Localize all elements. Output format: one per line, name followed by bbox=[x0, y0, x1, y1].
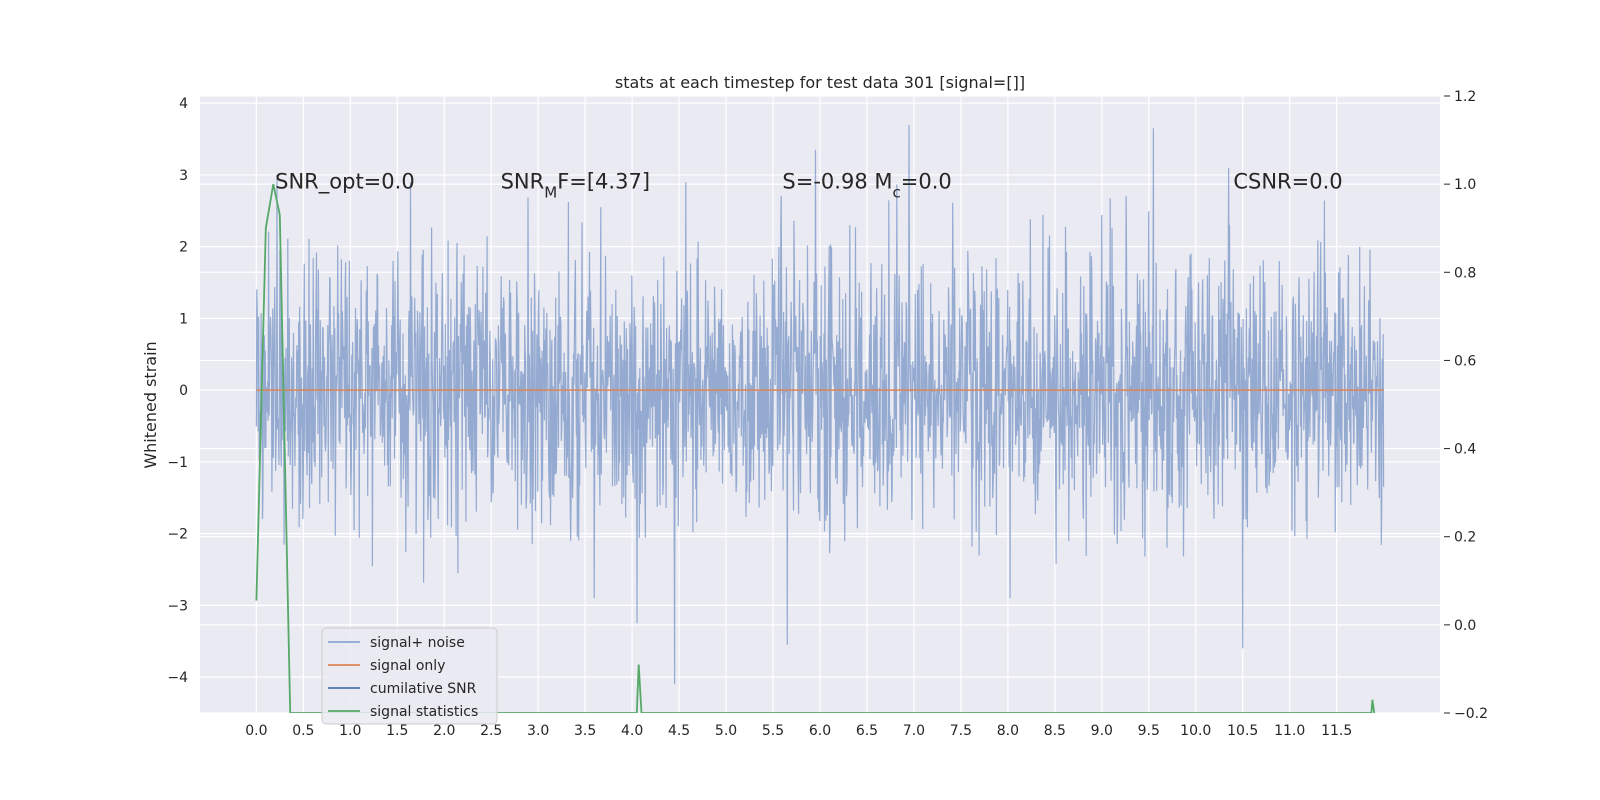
x-tick-label: 4.0 bbox=[621, 723, 643, 739]
annotation: CSNR=0.0 bbox=[1233, 170, 1342, 194]
y2-tick-label: 0.2 bbox=[1454, 530, 1476, 546]
y2-tick-label: 0.4 bbox=[1454, 442, 1476, 458]
x-tick-label: 0.5 bbox=[292, 723, 314, 739]
y2-tick-label: −0.2 bbox=[1454, 706, 1488, 722]
x-tick-label: 1.0 bbox=[339, 723, 361, 739]
chart-title: stats at each timestep for test data 301… bbox=[615, 73, 1025, 92]
x-tick-label: 6.5 bbox=[856, 723, 878, 739]
x-tick-label: 2.5 bbox=[480, 723, 502, 739]
legend-entry: signal+ noise bbox=[370, 635, 465, 651]
x-tick-label: 3.5 bbox=[574, 723, 596, 739]
y2-tick-label: 0.0 bbox=[1454, 618, 1476, 634]
y-tick-label: −3 bbox=[167, 598, 188, 614]
x-tick-label: 1.5 bbox=[386, 723, 408, 739]
y-axis: −4 −3 −2 −1 0 1 2 3 4 bbox=[167, 96, 188, 686]
x-tick-label: 9.5 bbox=[1138, 723, 1160, 739]
x-tick-label: 10.0 bbox=[1180, 723, 1211, 739]
y-tick-label: 1 bbox=[179, 311, 188, 327]
y-tick-label: 4 bbox=[179, 96, 188, 112]
y2-axis: −0.2 0.0 0.2 0.4 0.6 0.8 1.0 1.2 bbox=[1444, 89, 1488, 722]
x-tick-label: 10.5 bbox=[1227, 723, 1258, 739]
y2-tick-label: 1.0 bbox=[1454, 177, 1476, 193]
y2-tick-label: 1.2 bbox=[1454, 89, 1476, 105]
x-tick-label: 4.5 bbox=[668, 723, 690, 739]
y-tick-label: −1 bbox=[167, 455, 188, 471]
y-tick-label: −2 bbox=[167, 527, 188, 543]
series-layer bbox=[255, 124, 1385, 713]
x-tick-label: 0.0 bbox=[245, 723, 267, 739]
x-tick-label: 2.0 bbox=[433, 723, 455, 739]
y-tick-label: 3 bbox=[179, 168, 188, 184]
annotation: SNR_opt=0.0 bbox=[275, 170, 415, 195]
legend-entry: signal statistics bbox=[370, 704, 478, 720]
legend: signal+ noise signal only cumilative SNR si… bbox=[321, 627, 498, 725]
legend-box bbox=[321, 627, 498, 725]
x-axis: 0.0 0.5 1.0 1.5 2.0 2.5 3.0 3.5 4.0 4.5 5.0 5.5 6.0 6… bbox=[245, 723, 1352, 739]
legend-entry: signal only bbox=[370, 658, 445, 674]
x-tick-label: 11.0 bbox=[1274, 723, 1305, 739]
x-tick-label: 9.0 bbox=[1091, 723, 1113, 739]
series-signal-noise bbox=[255, 124, 1385, 685]
annotations: SNR_opt=0.0 SNRMF=[4.37] S=-0.98 Mc=0.0 CSN… bbox=[275, 170, 1342, 202]
y-axis-label: Whitened strain bbox=[141, 341, 160, 468]
x-tick-label: 5.0 bbox=[715, 723, 737, 739]
annotation: SNRMF=[4.37] bbox=[501, 170, 650, 202]
y2-tick-label: 0.8 bbox=[1454, 265, 1476, 281]
legend-entry: cumilative SNR bbox=[370, 681, 477, 697]
x-tick-label: 8.0 bbox=[997, 723, 1019, 739]
x-tick-label: 6.0 bbox=[809, 723, 831, 739]
x-tick-label: 7.0 bbox=[903, 723, 925, 739]
y-tick-label: −4 bbox=[167, 670, 188, 686]
series-signal-statistics bbox=[255, 183, 1376, 713]
y2-tick-label: 0.6 bbox=[1454, 353, 1476, 369]
y-tick-label: 2 bbox=[179, 240, 188, 256]
x-tick-label: 8.5 bbox=[1044, 723, 1066, 739]
annotation: S=-0.98 Mc=0.0 bbox=[782, 170, 951, 202]
x-tick-label: 3.0 bbox=[527, 723, 549, 739]
x-tick-label: 5.5 bbox=[762, 723, 784, 739]
x-tick-label: 7.5 bbox=[950, 723, 972, 739]
y-tick-label: 0 bbox=[179, 383, 188, 399]
x-tick-label: 11.5 bbox=[1321, 723, 1352, 739]
